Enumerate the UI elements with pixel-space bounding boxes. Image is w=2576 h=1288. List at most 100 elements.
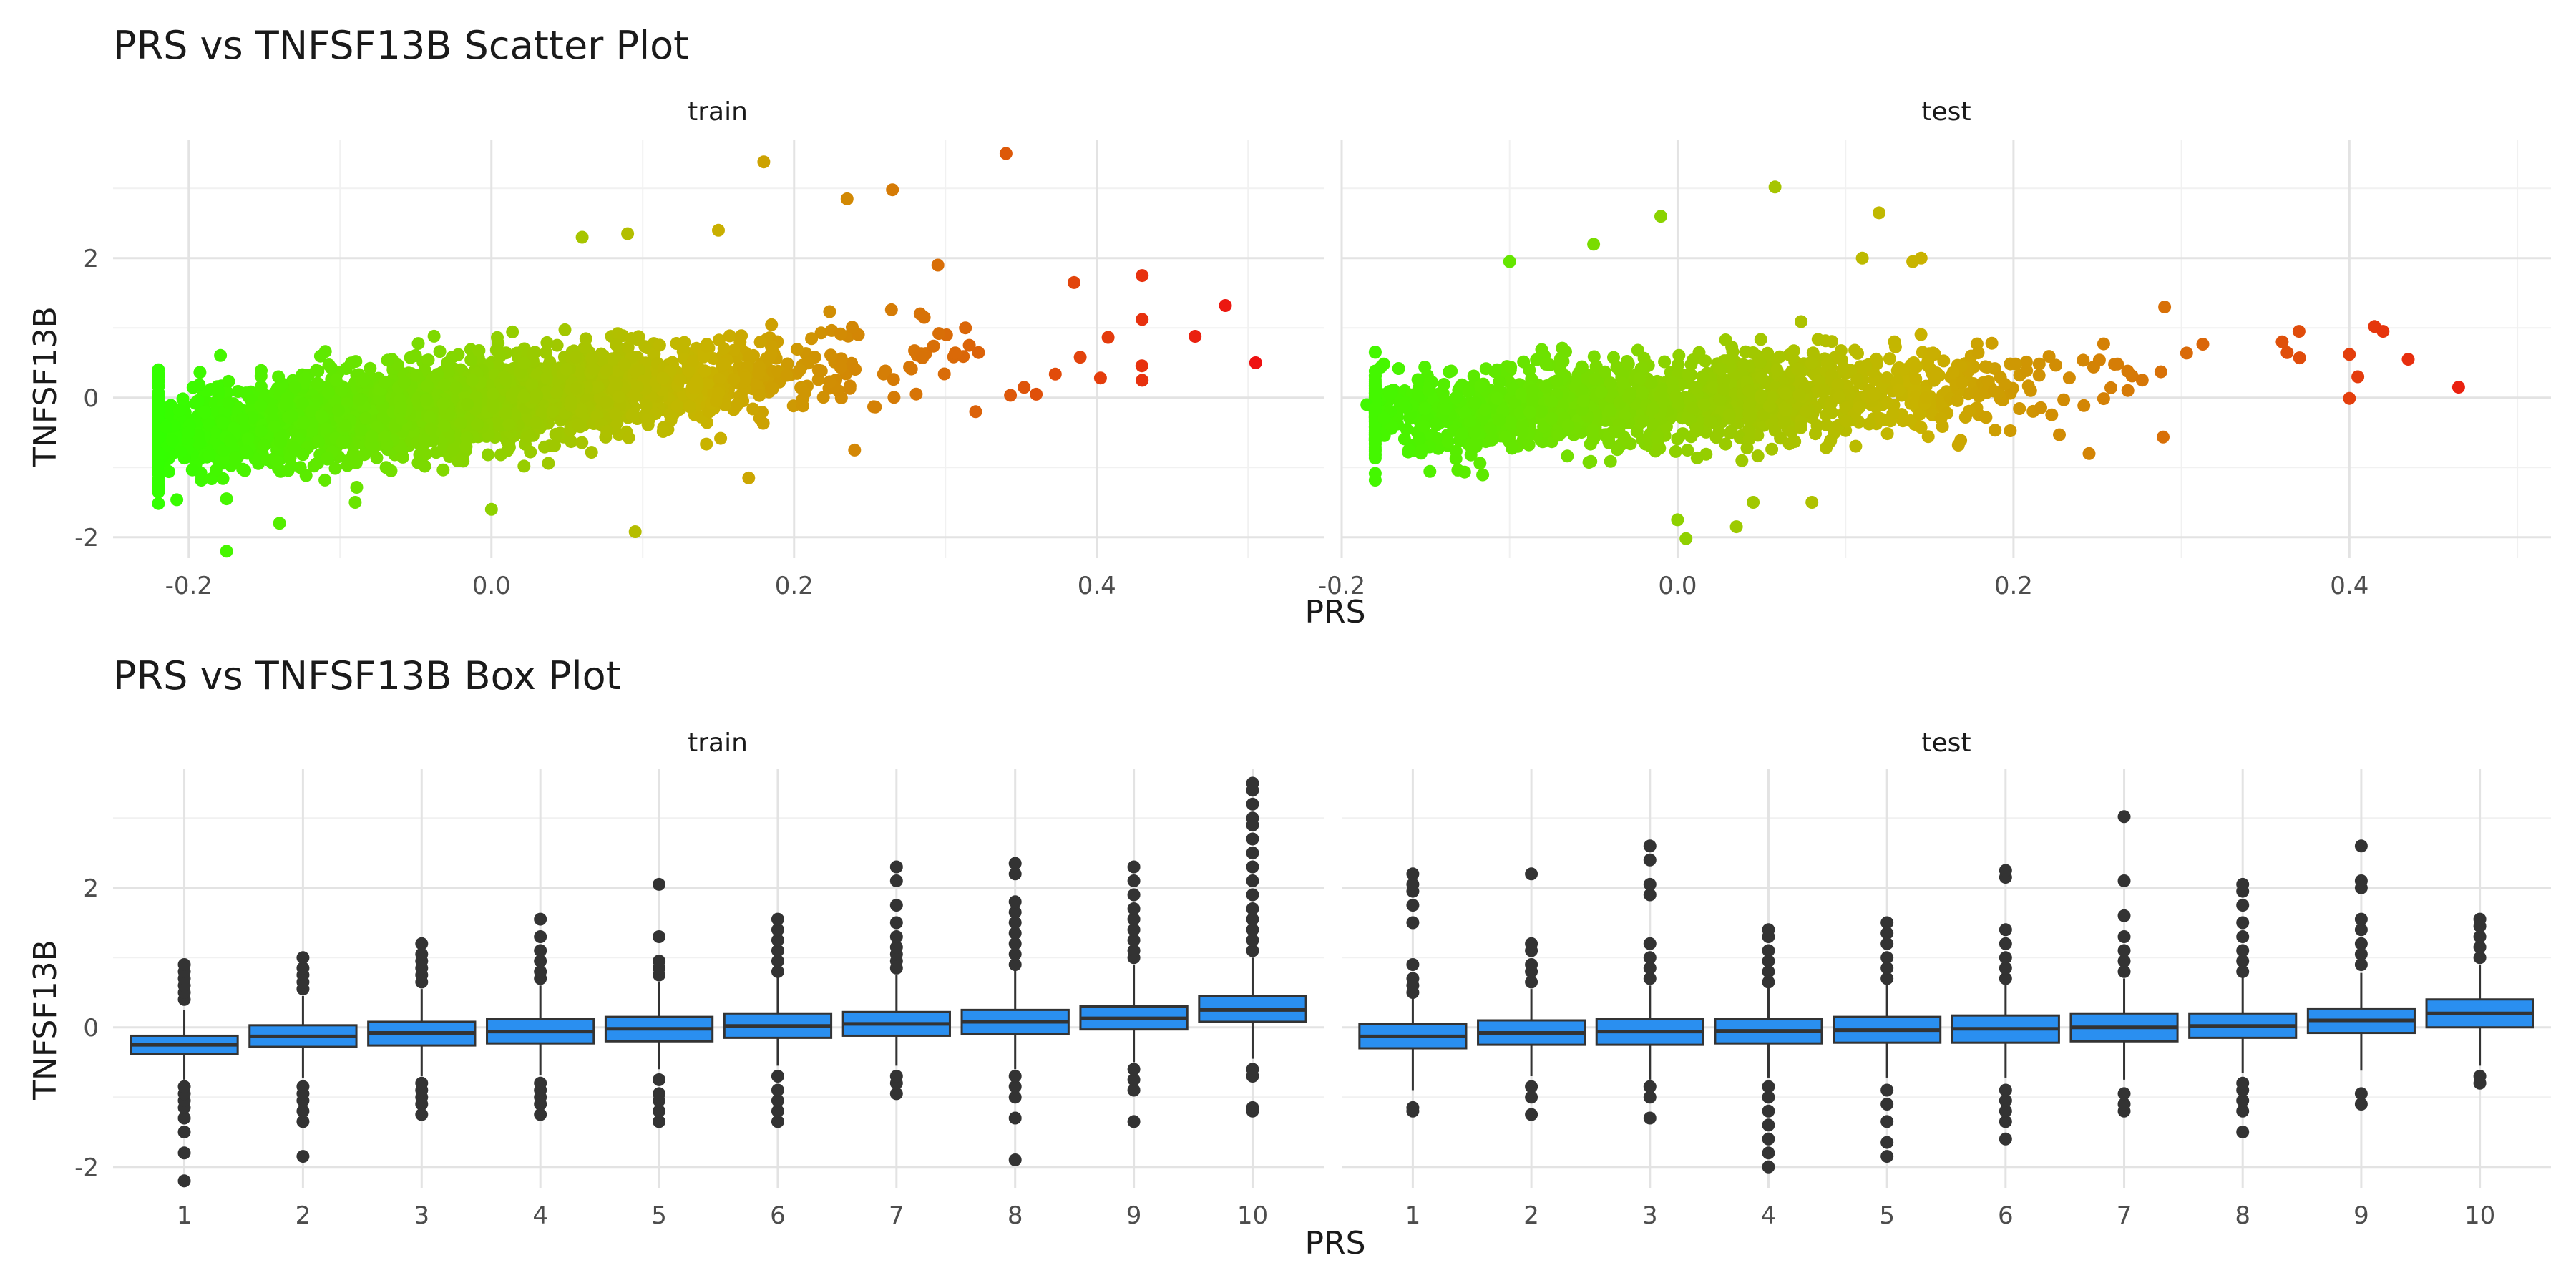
box-outlier bbox=[1999, 972, 2012, 985]
scatter-point bbox=[297, 416, 311, 429]
box-outlier bbox=[1008, 905, 1022, 919]
box-outlier bbox=[2473, 912, 2487, 926]
scatter-point bbox=[437, 378, 451, 391]
box-outlier bbox=[2117, 930, 2131, 943]
scatter-point bbox=[1545, 395, 1558, 409]
box-outlier bbox=[2236, 877, 2250, 891]
scatter-point bbox=[1136, 374, 1149, 387]
scatter-point bbox=[1696, 370, 1709, 384]
box-outlier bbox=[1406, 877, 1420, 891]
scatter-point bbox=[2154, 365, 2167, 379]
box-outlier bbox=[1643, 961, 1657, 975]
scatter-point bbox=[2004, 424, 2017, 437]
scatter-point bbox=[846, 321, 859, 334]
scatter-point bbox=[1621, 357, 1635, 371]
scatter-point bbox=[1811, 333, 1825, 346]
scatter-point bbox=[1418, 361, 1432, 374]
scatter-point bbox=[1719, 437, 1732, 451]
scatter-point bbox=[1653, 441, 1667, 455]
scatter-point bbox=[2157, 430, 2170, 444]
box-outlier bbox=[1762, 975, 1775, 989]
scatter-point bbox=[1810, 419, 1824, 432]
scatter-point bbox=[1679, 532, 1693, 545]
scatter-point bbox=[311, 376, 324, 390]
scatter-point bbox=[377, 430, 391, 443]
scatter-point bbox=[1820, 418, 1833, 431]
scatter-point bbox=[1451, 463, 1465, 477]
box-outlier bbox=[1880, 1115, 1894, 1128]
scatter-point bbox=[1825, 335, 1838, 348]
scatter-point bbox=[1441, 435, 1455, 449]
x-tick-label: 4 bbox=[532, 1201, 548, 1230]
scatter-point bbox=[1368, 401, 1382, 415]
box-outlier bbox=[889, 874, 903, 887]
box-outlier bbox=[1008, 1070, 1022, 1083]
scatter-point bbox=[540, 346, 553, 359]
box-outlier bbox=[889, 860, 903, 874]
box-outlier bbox=[1762, 1146, 1775, 1160]
scatter-point bbox=[421, 379, 434, 393]
box-outlier bbox=[889, 916, 903, 930]
scatter-point bbox=[482, 448, 494, 462]
scatter-point bbox=[460, 431, 474, 444]
box-outlier bbox=[296, 1115, 310, 1128]
scatter-point bbox=[254, 399, 268, 412]
scatter-point bbox=[472, 344, 486, 357]
scatter-point bbox=[618, 358, 631, 371]
x-tick-label: 1 bbox=[1405, 1201, 1421, 1230]
scatter-point bbox=[1754, 333, 1767, 346]
scatter-point bbox=[2097, 337, 2110, 351]
scatter-point bbox=[296, 397, 309, 410]
scatter-point bbox=[1399, 401, 1413, 414]
scatter-point bbox=[550, 338, 564, 352]
scatter-point bbox=[1671, 432, 1684, 446]
scatter-point bbox=[743, 351, 756, 364]
box-outlier bbox=[1246, 847, 1259, 859]
scatter-point bbox=[1737, 358, 1751, 371]
scatter-point bbox=[2032, 357, 2046, 371]
scatter-point bbox=[1672, 348, 1686, 362]
box-outlier bbox=[653, 955, 666, 968]
scatter-point bbox=[2032, 369, 2046, 382]
scatter-point bbox=[673, 373, 687, 386]
box-outlier bbox=[534, 1108, 547, 1121]
box-outlier bbox=[771, 1070, 784, 1083]
scatter-point bbox=[441, 356, 454, 370]
scatter-point bbox=[701, 376, 715, 390]
scatter-point bbox=[223, 434, 237, 447]
scatter-point bbox=[1765, 390, 1778, 404]
scatter-point bbox=[1561, 449, 1574, 463]
scatter-point bbox=[712, 223, 725, 237]
scatter-point bbox=[903, 361, 917, 374]
scatter-point bbox=[790, 343, 804, 356]
scatter-point bbox=[877, 367, 890, 381]
scatter-point bbox=[1903, 414, 1917, 427]
scatter-point bbox=[1689, 381, 1703, 394]
x-tick-label: 10 bbox=[1237, 1201, 1268, 1230]
scatter-point bbox=[305, 404, 318, 418]
scatter-point bbox=[1791, 362, 1805, 376]
scatter-point bbox=[1493, 414, 1506, 427]
scatter-point bbox=[735, 329, 748, 343]
scatter-strip-test: test bbox=[1921, 97, 1971, 127]
scatter-point bbox=[1877, 413, 1890, 426]
scatter-point bbox=[1909, 372, 1923, 386]
scatter-point bbox=[1368, 420, 1382, 434]
box-outlier bbox=[889, 940, 903, 954]
scatter-point bbox=[236, 462, 250, 476]
box-outlier bbox=[1999, 864, 2012, 877]
scatter-point bbox=[1713, 393, 1727, 406]
box-outlier bbox=[771, 912, 784, 926]
scatter-point bbox=[1921, 430, 1935, 444]
box-outlier bbox=[771, 1115, 784, 1128]
scatter-x-axis-label: PRS bbox=[1304, 594, 1365, 630]
scatter-point bbox=[379, 461, 393, 474]
scatter-point bbox=[1751, 449, 1765, 463]
scatter-point bbox=[505, 389, 519, 402]
box-outlier bbox=[1008, 937, 1022, 950]
scatter-point bbox=[526, 348, 540, 361]
scatter-point bbox=[152, 497, 165, 510]
scatter-point bbox=[1849, 439, 1863, 453]
x-tick-label: 9 bbox=[1126, 1201, 1142, 1230]
scatter-point bbox=[1368, 467, 1382, 480]
